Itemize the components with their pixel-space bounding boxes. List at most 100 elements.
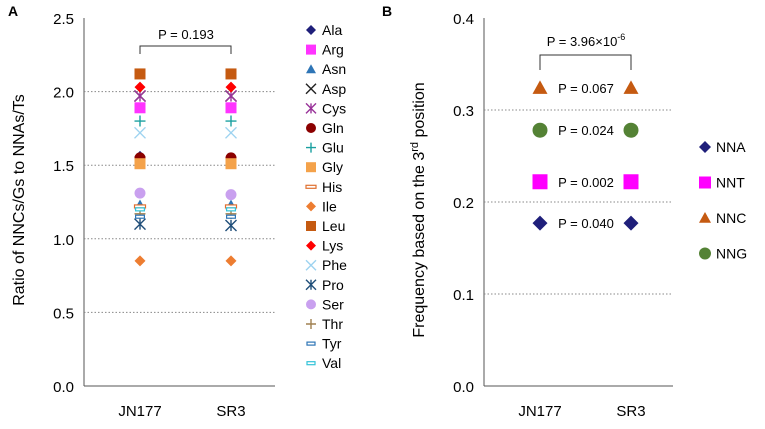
panel-a-point-tyr (226, 214, 237, 219)
panel-b-legend-item-nna: NNA (699, 139, 746, 155)
panel-a-legend-marker (305, 259, 317, 271)
panel-a-legend-marker (306, 25, 316, 35)
panel-a-legend-item-asp: Asp (305, 81, 346, 97)
panel-b-y-ticks: 0.0 0.1 0.2 0.3 0.4 (453, 11, 474, 396)
panel-a-gridlines (84, 91, 275, 313)
panel-b-point-nng (623, 122, 639, 138)
panel-a-legend-label: Asp (322, 81, 346, 97)
panel-a-legend-marker (305, 279, 317, 291)
panel-a-ylabel: Ratio of NNCs/Gs to NNAs/Ts (11, 94, 28, 306)
panel-a: A Ratio of NNCs/Gs to NNAs/Ts 0.0 0.5 1.0 1… (8, 3, 347, 420)
panel-b-legend-marker (699, 247, 711, 260)
panel-a-legend-item-asn: Asn (306, 61, 346, 77)
panel-a-legend-label: Val (322, 355, 341, 371)
panel-b-significance-bracket (539, 54, 632, 70)
panel-a-legend-item-thr: Thr (306, 316, 343, 332)
panel-b-legend-marker (699, 176, 711, 189)
panel-a-point-ser (134, 187, 146, 199)
panel-a-legend-label: Gly (322, 159, 343, 175)
panel-a-legend-label: His (322, 179, 342, 195)
panel-a-point-gly (134, 158, 146, 170)
panel-b-xtick-sr3: SR3 (616, 403, 645, 420)
panel-a-legend-marker (306, 221, 316, 231)
panel-a-legend-marker (306, 240, 316, 251)
panel-a-point-val (226, 207, 237, 212)
panel-b-point-nnc (623, 80, 639, 94)
panel-a-point-tyr (135, 214, 146, 219)
panel-a-legend-label: Ala (322, 22, 342, 38)
panel-a-points (133, 68, 238, 267)
panel-a-legend-marker (306, 162, 316, 173)
panel-a-legend-item-lys: Lys (306, 238, 343, 254)
panel-a-ytick-label: 2.5 (53, 11, 74, 28)
panel-a-legend-label: Cys (322, 100, 346, 116)
panel-b-p-labels: P = 0.040 P = 0.002 P = 0.067 P = 0.024 (558, 81, 614, 231)
panel-a-ytick-label: 1.5 (53, 158, 74, 175)
panel-a-legend-item-tyr: Tyr (306, 336, 342, 352)
panel-b-xtick-jn177: JN177 (518, 403, 561, 420)
panel-a-xtick-sr3: SR3 (216, 403, 245, 420)
panel-a-p-annotation: P = 0.193 (158, 27, 214, 42)
panel-b-p-annotation-main: P = 3.96×10 (547, 34, 618, 49)
panel-a-point-phe (134, 126, 146, 139)
panel-b-ytick-label: 0.2 (453, 195, 474, 212)
panel-a-legend-label: Tyr (322, 336, 342, 352)
panel-a-legend-item-ser: Ser (306, 296, 344, 312)
panel-a-legend-marker (306, 123, 316, 133)
panel-a-legend-marker (306, 64, 316, 74)
panel-a-point-ser (225, 189, 237, 201)
panel-a-legend-label: Leu (322, 218, 345, 234)
panel-a-legend-label: Lys (322, 238, 343, 254)
panel-a-legend-label: Glu (322, 140, 344, 156)
panel-b-legend: NNA NNT NNC NNG (699, 139, 747, 262)
panel-a-point-arg (134, 102, 146, 114)
panel-b-p-label-nnc: P = 0.067 (558, 81, 614, 96)
panel-b-legend-item-nng: NNG (699, 246, 747, 262)
panel-b-point-nnt (532, 174, 548, 190)
panel-b-points (532, 80, 639, 231)
panel-a-legend-item-gly: Gly (306, 159, 343, 175)
panel-b-p-label-nna: P = 0.040 (558, 216, 614, 231)
panel-b-ylabel-sup: rd (409, 142, 421, 152)
panel-a-point-arg (225, 102, 237, 114)
panel-b-legend-label: NNT (716, 175, 745, 191)
panel-a-point-glu (134, 115, 146, 127)
panel-a-ytick-label: 1.0 (53, 232, 74, 249)
panel-a-significance-bracket (139, 45, 232, 54)
panel-a-point-leu (225, 68, 237, 80)
panel-a-point-pro (134, 218, 146, 231)
panel-b-point-nng (532, 122, 548, 138)
panel-a-point-gly (225, 158, 237, 170)
panel-b-p-annotation: P = 3.96×10-6 (547, 32, 626, 49)
panel-b-point-nna (532, 215, 548, 231)
panel-a-point-phe (225, 126, 237, 139)
panel-b-ytick-label: 0.1 (453, 287, 474, 304)
panel-b-legend-marker (699, 141, 711, 153)
panel-b-ytick-label: 0.4 (453, 11, 474, 28)
panel-a-label: A (8, 3, 18, 19)
panel-b-legend-marker (699, 212, 711, 223)
panel-b-p-label-nng: P = 0.024 (558, 123, 614, 138)
panel-a-point-ile (225, 255, 237, 267)
panel-b-ylabel-main: Frequency based on the 3 (411, 152, 428, 338)
panel-a-ytick-label: 2.0 (53, 85, 74, 102)
panel-a-legend-marker (306, 201, 316, 212)
panel-a-point-lys (225, 81, 237, 93)
panel-a-legend-marker (306, 44, 316, 55)
panel-b-ylabel-tail: position (411, 82, 428, 142)
panel-b-ylabel: Frequency based on the 3rd position (409, 82, 428, 337)
panel-b-label: B (382, 3, 392, 19)
panel-b: B Frequency based on the 3rd position 0.… (382, 3, 747, 420)
panel-a-y-ticks: 0.0 0.5 1.0 1.5 2.0 2.5 (53, 11, 74, 396)
panel-a-legend-item-ile: Ile (306, 198, 337, 214)
panel-a-legend-marker (306, 319, 316, 329)
panel-a-legend-label: Pro (322, 277, 344, 293)
panel-b-ytick-label: 0.3 (453, 103, 474, 120)
panel-a-legend-item-cys: Cys (305, 100, 346, 116)
panel-b-point-nnt (623, 174, 639, 190)
panel-a-point-ile (134, 255, 146, 267)
panel-a-legend-label: Arg (322, 42, 344, 58)
panel-a-legend-item-val: Val (306, 355, 341, 371)
panel-b-ytick-label: 0.0 (453, 379, 474, 396)
panel-a-legend-marker (305, 102, 317, 114)
